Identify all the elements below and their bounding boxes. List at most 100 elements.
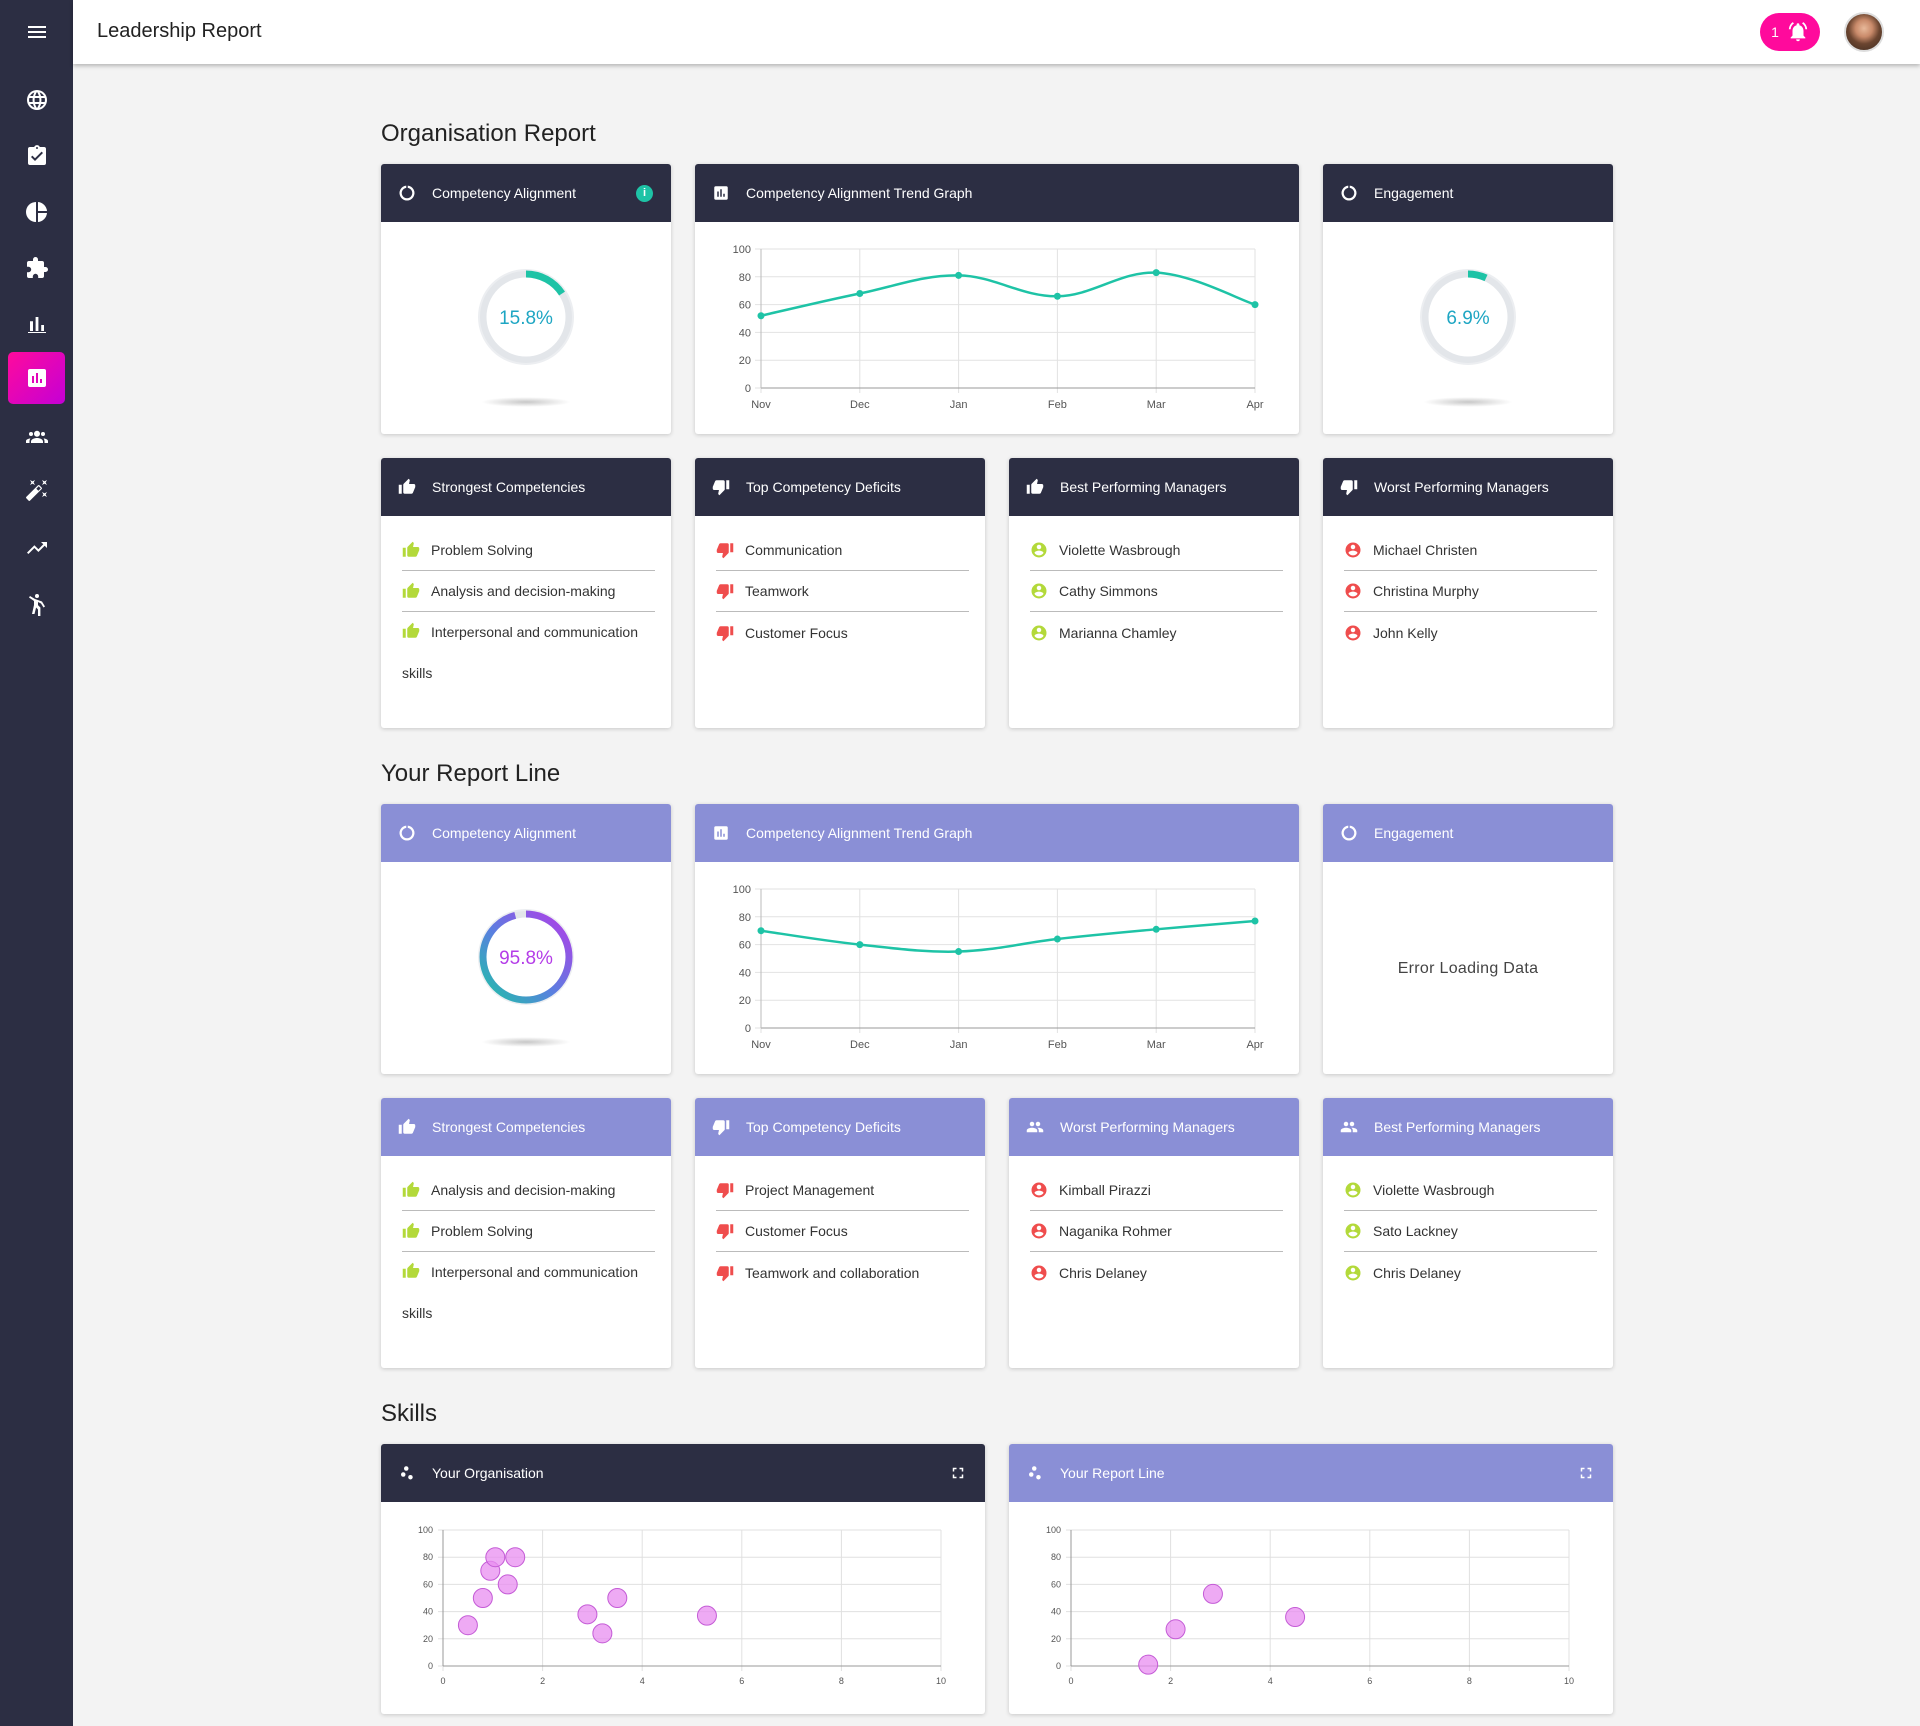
card-title: Engagement xyxy=(1374,825,1454,841)
donut-icon xyxy=(1341,185,1357,201)
card-title: Competency Alignment xyxy=(432,185,576,201)
fullscreen-icon[interactable] xyxy=(949,1464,967,1482)
list-item: Chris Delaney xyxy=(1030,1252,1283,1293)
thumbs-up-icon xyxy=(1026,478,1044,494)
y-tick-label: 100 xyxy=(1046,1525,1061,1535)
x-tick-label: 4 xyxy=(1268,1676,1273,1686)
globe-icon[interactable] xyxy=(8,74,65,126)
bar-chart-icon[interactable] xyxy=(8,298,65,350)
list-item-label: Violette Wasbrough xyxy=(1059,542,1181,558)
user-circle-icon xyxy=(1345,1182,1361,1198)
list-item: Interpersonal and communication skills xyxy=(402,612,655,694)
scatter-chart: 0 20 40 60 80 100 0 2 4 6 8 10 xyxy=(1046,1525,1574,1686)
data-point xyxy=(1285,1607,1306,1628)
list-item: Sato Lackney xyxy=(1344,1211,1597,1252)
x-tick-label: 10 xyxy=(936,1676,946,1686)
user-circle-icon xyxy=(1031,542,1047,558)
line-engagement-card: Engagement Error Loading Data xyxy=(1323,804,1613,1074)
y-tick-label: 80 xyxy=(739,272,751,284)
card-title: Your Report Line xyxy=(1060,1465,1165,1481)
card-title: Top Competency Deficits xyxy=(746,479,901,495)
list-item-label: Analysis and decision-making xyxy=(431,1182,616,1198)
data-point xyxy=(485,1547,506,1568)
fullscreen-icon[interactable] xyxy=(1577,1464,1595,1482)
donut-icon xyxy=(399,825,415,841)
data-point xyxy=(1251,917,1259,925)
list-item-label: Cathy Simmons xyxy=(1059,583,1158,599)
thumbs-down-icon xyxy=(712,1120,730,1136)
list-item-label: Analysis and decision-making xyxy=(431,583,616,599)
data-point xyxy=(1053,292,1061,300)
avatar[interactable] xyxy=(1844,12,1884,52)
x-tick-label: 6 xyxy=(1367,1676,1372,1686)
card-title: Top Competency Deficits xyxy=(746,1119,901,1135)
y-tick-label: 100 xyxy=(418,1525,433,1535)
card-title: Worst Performing Managers xyxy=(1060,1119,1235,1135)
list-item-label: Teamwork and collaboration xyxy=(745,1264,920,1281)
list-item-label: Problem Solving xyxy=(431,542,533,558)
gauge-arc xyxy=(1421,270,1515,364)
list-item: Chris Delaney xyxy=(1344,1252,1597,1293)
data-point xyxy=(472,1588,493,1608)
x-tick-label: 8 xyxy=(839,1676,844,1686)
thumbs-up-icon xyxy=(398,478,416,494)
puzzle-icon[interactable] xyxy=(8,242,65,294)
top-bar: Leadership Report 1 xyxy=(73,0,1920,64)
series-line xyxy=(760,271,1256,317)
line-deficits-card: Top Competency Deficits Project Manageme… xyxy=(695,1098,985,1368)
pie-chart-icon[interactable] xyxy=(8,186,65,238)
y-tick-label: 40 xyxy=(1051,1607,1061,1617)
magic-wand-icon[interactable] xyxy=(8,464,65,516)
list-item: Marianna Chamley xyxy=(1030,612,1283,653)
org-worst-managers-card: Worst Performing Managers Michael Christ… xyxy=(1323,458,1613,728)
thumbs-down-icon xyxy=(712,480,730,496)
data-point xyxy=(577,1604,598,1625)
x-tick-label: Nov xyxy=(751,399,771,411)
notification-count: 1 xyxy=(1771,24,1779,40)
x-tick-label: Apr xyxy=(1246,399,1263,411)
user-circle-icon xyxy=(1031,1265,1047,1280)
list-item-label: Interpersonal and communication skills xyxy=(402,1264,639,1321)
gauge: 15.8% xyxy=(478,269,574,365)
gauge-arc xyxy=(479,910,573,1004)
y-tick-label: 20 xyxy=(1051,1634,1061,1644)
data-point xyxy=(955,948,963,956)
data-point xyxy=(955,271,963,279)
list-item: Cathy Simmons xyxy=(1030,571,1283,612)
menu-icon[interactable] xyxy=(8,6,65,58)
info-icon[interactable]: i xyxy=(636,184,653,202)
person-stretching-icon[interactable] xyxy=(8,578,65,630)
card-title: Competency Alignment xyxy=(432,825,576,841)
org-deficits-card: Top Competency Deficits Communication Te… xyxy=(695,458,985,728)
list-item: Interpersonal and communication skills xyxy=(402,1252,655,1334)
list-item: Naganika Rohmer xyxy=(1030,1211,1283,1252)
people-icon[interactable] xyxy=(8,410,65,462)
data-point xyxy=(457,1615,478,1636)
thumbs-down-icon xyxy=(716,543,734,559)
org-best-managers-card: Best Performing Managers Violette Wasbro… xyxy=(1009,458,1299,728)
data-point xyxy=(1053,935,1061,943)
x-tick-label: Nov xyxy=(751,1039,771,1051)
y-tick-label: 80 xyxy=(739,912,751,924)
card-title: Engagement xyxy=(1374,185,1454,201)
sidebar xyxy=(0,0,73,1726)
list-item: Communication xyxy=(716,530,969,571)
card-title: Strongest Competencies xyxy=(432,1119,586,1135)
y-tick-label: 60 xyxy=(1051,1579,1061,1589)
clipboard-check-icon[interactable] xyxy=(8,130,65,182)
list-item: Analysis and decision-making xyxy=(402,1170,655,1211)
list-item-label: Customer Focus xyxy=(745,624,848,641)
x-tick-label: 8 xyxy=(1467,1676,1472,1686)
thumbs-up-icon xyxy=(398,1118,416,1134)
thumbs-up-icon xyxy=(402,1181,420,1197)
section-title-skills: Skills xyxy=(381,1400,438,1427)
y-tick-label: 0 xyxy=(428,1661,433,1671)
y-tick-label: 0 xyxy=(745,383,751,395)
list-item: Kimball Pirazzi xyxy=(1030,1170,1283,1211)
report-icon[interactable] xyxy=(8,352,65,404)
skills-organisation-card: Your Organisation 0 20 40 60 80 100 0 2 4 6 8 10 xyxy=(381,1444,985,1714)
gauge: 6.9% xyxy=(1420,269,1516,365)
notification-button[interactable]: 1 xyxy=(1760,13,1820,51)
data-point xyxy=(1138,1654,1159,1675)
trending-up-icon[interactable] xyxy=(8,522,65,574)
